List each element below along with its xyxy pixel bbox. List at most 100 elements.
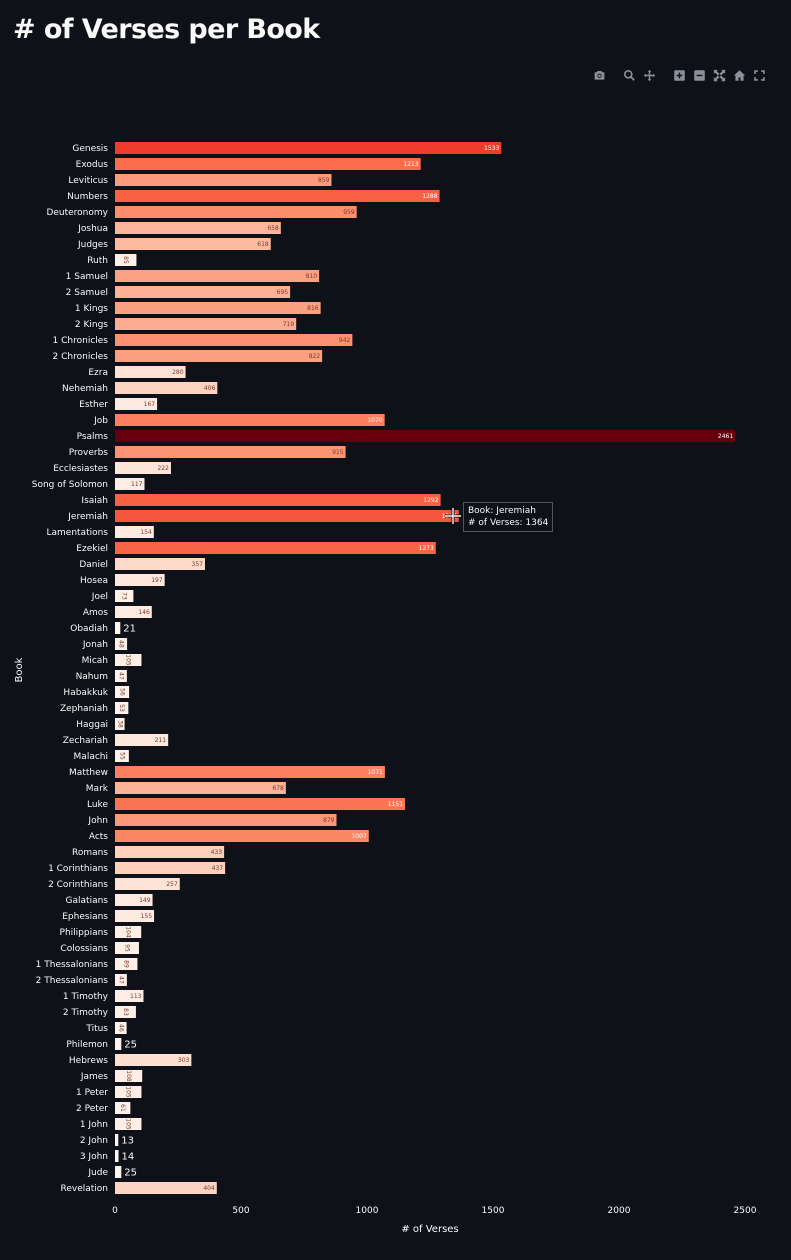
bar-malachi[interactable]: [115, 750, 129, 762]
data-label-3-john: 14: [122, 1152, 135, 1163]
bar-luke[interactable]: [115, 798, 406, 810]
bar-2-peter[interactable]: [115, 1102, 131, 1114]
fullscreen-button[interactable]: [751, 67, 767, 83]
bar-song-of-solomon[interactable]: [115, 478, 145, 490]
data-label-jonah: 48: [118, 640, 125, 648]
bar-habakkuk[interactable]: [115, 686, 130, 698]
bar-2-corinthians[interactable]: [115, 878, 180, 890]
bar-judges[interactable]: [115, 238, 271, 250]
bar-colossians[interactable]: [115, 942, 139, 954]
bar-daniel[interactable]: [115, 558, 205, 570]
y-tick-label-amos: Amos: [83, 608, 108, 618]
zoom-button[interactable]: [621, 67, 637, 83]
bar-2-timothy[interactable]: [115, 1006, 136, 1018]
bar-haggai[interactable]: [115, 718, 125, 730]
bar-ephesians[interactable]: [115, 910, 155, 922]
bar-james[interactable]: [115, 1070, 143, 1082]
y-tick-label-jude: Jude: [87, 1168, 108, 1178]
bar-zechariah[interactable]: [115, 734, 169, 746]
bar-numbers[interactable]: [115, 190, 440, 202]
bar-nahum[interactable]: [115, 670, 127, 682]
bar-romans[interactable]: [115, 846, 225, 858]
bar-joshua[interactable]: [115, 222, 281, 234]
bar-mark[interactable]: [115, 782, 286, 794]
bar-ezekiel[interactable]: [115, 542, 436, 554]
pan-button[interactable]: [641, 67, 657, 83]
data-label-numbers: 1288: [422, 193, 437, 200]
data-label-proverbs: 915: [332, 449, 344, 456]
y-tick-label-zechariah: Zechariah: [63, 736, 108, 746]
bar-ecclesiastes[interactable]: [115, 462, 171, 474]
bar-galatians[interactable]: [115, 894, 153, 906]
bar-ezra[interactable]: [115, 366, 186, 378]
y-tick-label-hebrews: Hebrews: [69, 1056, 108, 1066]
data-label-ezra: 280: [172, 369, 184, 376]
y-tick-label-genesis: Genesis: [72, 144, 108, 154]
bar-hebrews[interactable]: [115, 1054, 192, 1066]
bars-layer: 1533 1213 859 1288 959 658 618 85 810 695 816 719 94…: [115, 142, 736, 1194]
bar-1-peter[interactable]: [115, 1086, 142, 1098]
bar-2-chronicles[interactable]: [115, 350, 323, 362]
bar-titus[interactable]: [115, 1022, 127, 1034]
bar-genesis[interactable]: [115, 142, 502, 154]
data-label-obadiah: 21: [123, 624, 136, 635]
bar-revelation[interactable]: [115, 1182, 217, 1194]
data-label-haggai: 38: [116, 720, 123, 728]
bar-jude[interactable]: [115, 1166, 122, 1178]
reset-axes-button[interactable]: [731, 67, 747, 83]
bar-joel[interactable]: [115, 590, 134, 602]
bar-1-corinthians[interactable]: [115, 862, 226, 874]
data-label-job: 1070: [367, 417, 382, 424]
y-tick-label-titus: Titus: [85, 1024, 108, 1034]
y-tick-label-2-kings: 2 Kings: [75, 320, 108, 330]
bar-psalms[interactable]: [115, 430, 736, 442]
bar-john[interactable]: [115, 814, 337, 826]
page-title: # of Verses per Book: [13, 14, 320, 45]
bar-leviticus[interactable]: [115, 174, 332, 186]
autoscale-button[interactable]: [711, 67, 727, 83]
bar-2-kings[interactable]: [115, 318, 297, 330]
bar-1-john[interactable]: [115, 1118, 142, 1130]
data-label-ezekiel: 1273: [419, 545, 434, 552]
bar-2-samuel[interactable]: [115, 286, 291, 298]
data-label-amos: 146: [138, 609, 150, 616]
plot-modebar: [591, 67, 767, 83]
bar-isaiah[interactable]: [115, 494, 441, 506]
bar-ruth[interactable]: [115, 254, 137, 266]
y-tick-label-james: James: [80, 1072, 108, 1082]
bar-matthew[interactable]: [115, 766, 385, 778]
bar-nehemiah[interactable]: [115, 382, 218, 394]
bar-hosea[interactable]: [115, 574, 165, 586]
bar-proverbs[interactable]: [115, 446, 346, 458]
bar-obadiah[interactable]: [115, 622, 121, 634]
bar-1-kings[interactable]: [115, 302, 321, 314]
bar-micah[interactable]: [115, 654, 142, 666]
crosshair-cursor-icon: [445, 508, 461, 524]
bar-1-chronicles[interactable]: [115, 334, 353, 346]
bar-jonah[interactable]: [115, 638, 128, 650]
bar-jeremiah[interactable]: [115, 510, 459, 522]
bar-job[interactable]: [115, 414, 385, 426]
bar-1-timothy[interactable]: [115, 990, 144, 1002]
y-tick-label-acts: Acts: [89, 832, 108, 842]
zoom-in-button[interactable]: [671, 67, 687, 83]
bar-zephaniah[interactable]: [115, 702, 129, 714]
bar-3-john[interactable]: [115, 1150, 119, 1162]
data-label-joel: 73: [121, 592, 128, 600]
zoom-out-button[interactable]: [691, 67, 707, 83]
bar-philemon[interactable]: [115, 1038, 122, 1050]
bar-1-samuel[interactable]: [115, 270, 320, 282]
bar-philippians[interactable]: [115, 926, 142, 938]
bar-lamentations[interactable]: [115, 526, 154, 538]
bar-exodus[interactable]: [115, 158, 421, 170]
bar-deuteronomy[interactable]: [115, 206, 357, 218]
bar-esther[interactable]: [115, 398, 158, 410]
bar-acts[interactable]: [115, 830, 369, 842]
bar-2-john[interactable]: [115, 1134, 119, 1146]
download-plot-button[interactable]: [591, 67, 607, 83]
data-label-john: 879: [323, 817, 335, 824]
bar-1-thessalonians[interactable]: [115, 958, 138, 970]
bar-2-thessalonians[interactable]: [115, 974, 127, 986]
bar-amos[interactable]: [115, 606, 152, 618]
